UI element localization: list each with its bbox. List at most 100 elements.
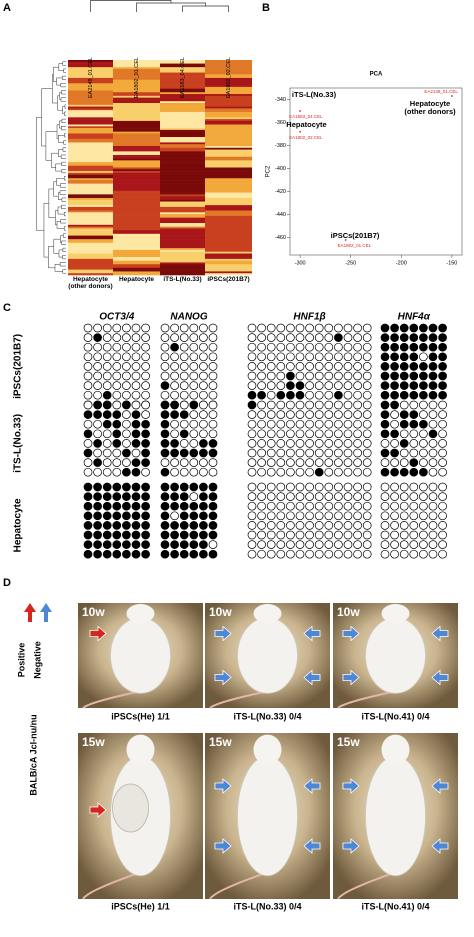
cpg-site	[276, 448, 286, 458]
cpg-site	[334, 458, 343, 467]
cpg-site	[428, 381, 438, 390]
cpg-site	[353, 448, 362, 458]
heatmap-cell	[205, 187, 252, 190]
heatmap-cell	[113, 160, 160, 163]
heatmap-cell	[205, 167, 252, 170]
cpg-site	[343, 362, 353, 371]
heatmap-cell	[68, 151, 113, 154]
cpg-site	[102, 419, 112, 429]
cpg-site	[324, 381, 334, 390]
cpg-site	[208, 342, 218, 352]
cpg-site	[131, 419, 141, 429]
cpg-site	[170, 467, 179, 477]
dendrogram	[62, 147, 66, 152]
heatmap-cell	[113, 142, 160, 145]
cpg-site	[286, 371, 295, 381]
cpg-site	[353, 381, 362, 390]
cpg-site	[324, 362, 334, 371]
cpg-site	[428, 549, 438, 559]
heatmap-cell	[113, 115, 160, 118]
legend-arrow	[24, 603, 36, 622]
dendrogram	[48, 188, 56, 218]
heatmap-cell	[160, 246, 205, 249]
heatmap-cell	[160, 92, 205, 95]
heatmap-cell	[205, 61, 252, 64]
cpg-site	[305, 501, 314, 511]
cpg-site	[362, 492, 372, 501]
heatmap-cell	[205, 137, 252, 140]
cpg-site	[131, 501, 141, 511]
cpg-site	[112, 390, 122, 400]
cpg-site	[199, 482, 208, 492]
cpg-site	[208, 521, 218, 530]
cpg-site	[170, 429, 179, 439]
cpg-site	[189, 419, 199, 429]
cpg-site	[276, 458, 286, 467]
heatmap-cell	[205, 117, 252, 120]
cpg-site	[286, 482, 295, 492]
cpg-site	[189, 501, 199, 511]
heatmap-cell	[113, 169, 160, 172]
cpg-site	[399, 419, 409, 429]
heatmap-cell	[68, 142, 113, 145]
arrow	[303, 778, 321, 794]
cpg-site	[131, 467, 141, 477]
heatmap-cell	[160, 60, 205, 63]
cpg-site	[102, 410, 112, 419]
cpg-site	[93, 400, 102, 410]
cpg-site	[83, 419, 93, 429]
cpg-site	[102, 530, 112, 540]
cpg-site	[257, 549, 266, 559]
heatmap-cell	[68, 240, 113, 244]
mouse-tail	[209, 691, 263, 709]
heatmap-cell	[68, 88, 113, 91]
cpg-site	[343, 501, 353, 511]
heatmap-cell	[68, 83, 113, 86]
panel-label: D	[3, 577, 11, 589]
cpg-site	[390, 429, 399, 439]
mouse-body	[365, 755, 426, 877]
cpg-site	[189, 429, 199, 439]
cpg-site	[208, 390, 218, 400]
cpg-site	[362, 390, 372, 400]
cpg-site	[305, 540, 314, 549]
cpg-site	[160, 410, 170, 419]
heatmap-cell	[68, 74, 113, 77]
cpg-site	[131, 540, 141, 549]
heatmap-cell	[113, 103, 160, 106]
cpg-site	[160, 439, 170, 448]
cpg-site	[314, 549, 324, 559]
dendrogram	[63, 233, 66, 238]
heatmap-cell	[68, 72, 113, 75]
cpg-site	[419, 323, 428, 333]
cpg-site	[179, 482, 189, 492]
cpg-site	[257, 448, 266, 458]
cpg-site	[179, 352, 189, 362]
heatmap-cell	[68, 212, 113, 215]
cpg-site	[199, 371, 208, 381]
heatmap-cell	[160, 251, 205, 254]
heatmap-cell	[113, 153, 160, 156]
cpg-site	[295, 333, 305, 342]
heatmap-cell	[113, 138, 160, 141]
cpg-site	[170, 352, 179, 362]
heatmap-cell	[68, 99, 113, 102]
heatmap-cell	[160, 205, 205, 208]
arrow	[89, 625, 107, 642]
heatmap-cell	[160, 76, 205, 79]
cpg-site	[266, 482, 276, 492]
heatmap-cell	[113, 217, 160, 220]
cpg-site	[353, 352, 362, 362]
heatmap-cell	[113, 156, 160, 159]
heatmap-cell	[205, 244, 252, 247]
cpg-site	[170, 410, 179, 419]
heatmap-cell	[160, 101, 205, 104]
cpg-site	[208, 439, 218, 448]
cpg-site	[295, 448, 305, 458]
chart-title: PCA	[370, 72, 383, 78]
heatmap-cell	[113, 117, 160, 120]
cpg-site	[199, 492, 208, 501]
heatmap-cell	[160, 86, 205, 89]
dendrogram	[58, 63, 64, 71]
cpg-site	[286, 439, 295, 448]
